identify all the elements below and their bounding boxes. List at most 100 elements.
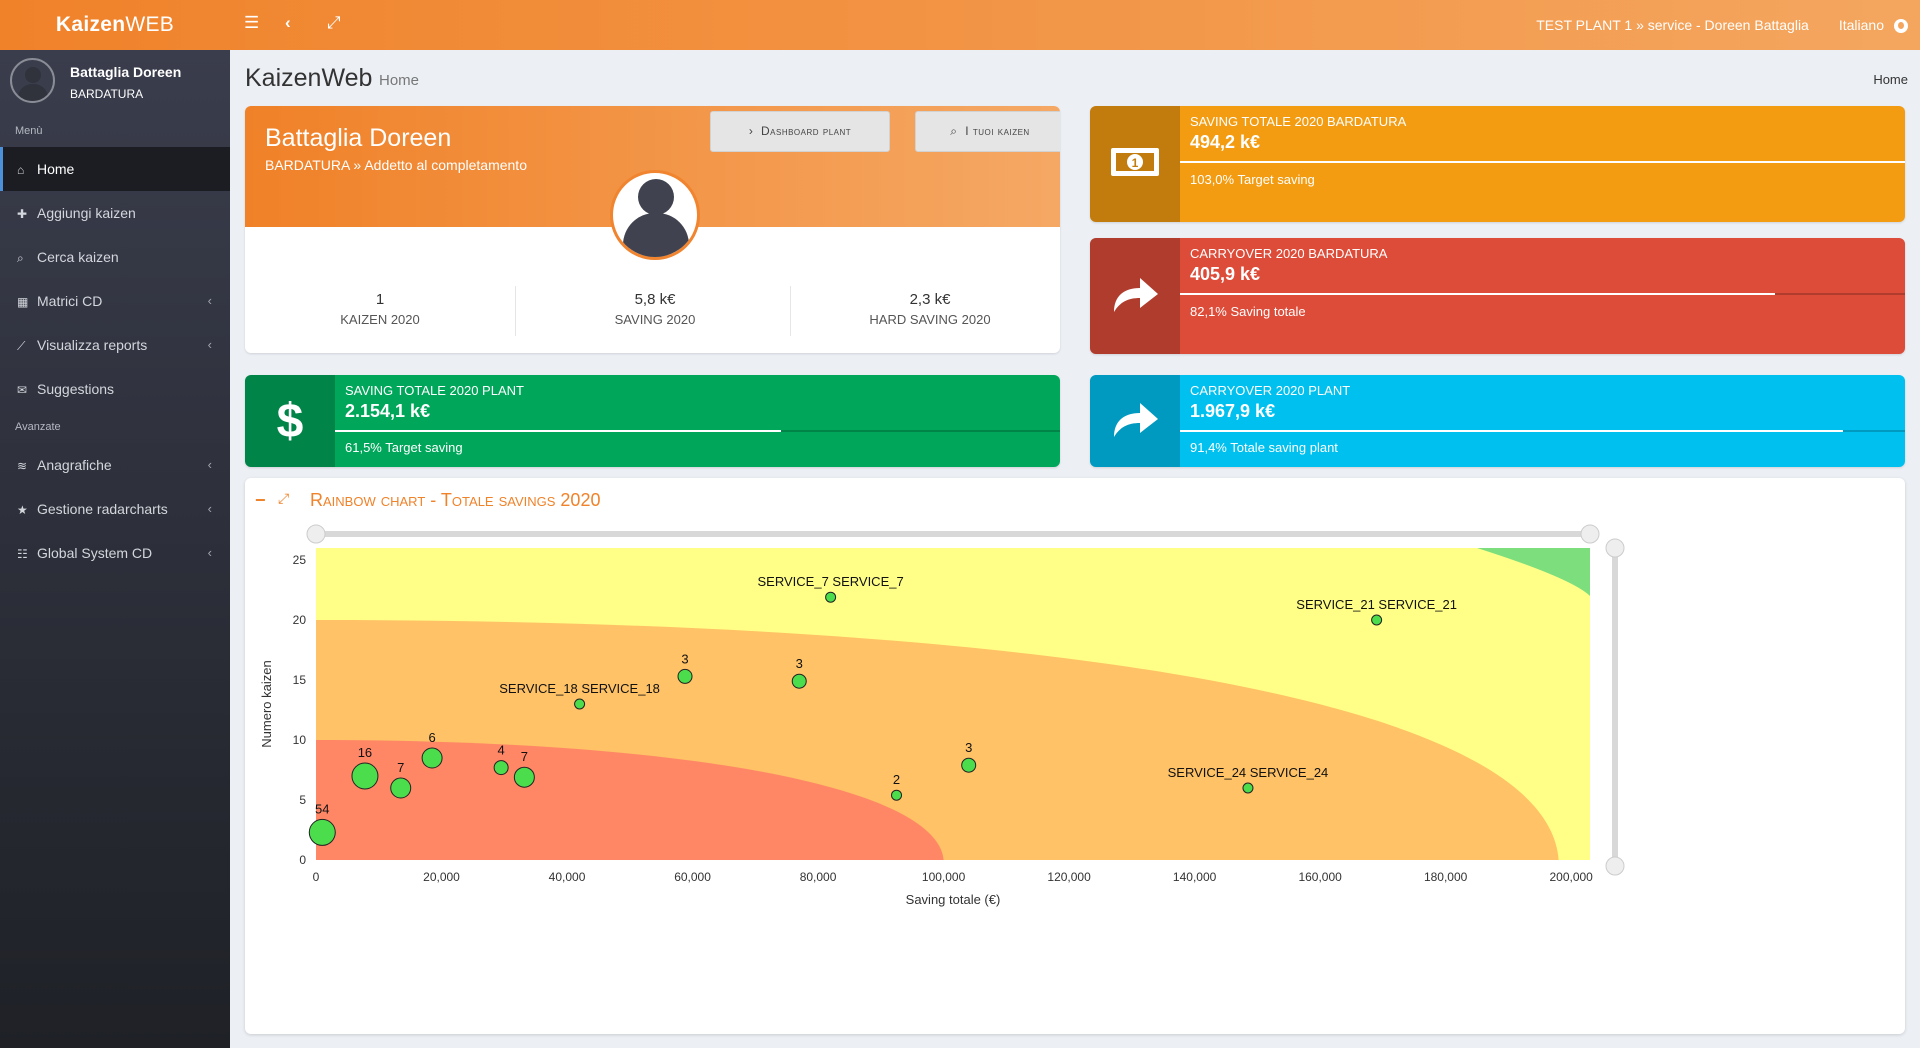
plus-icon: ✚ — [17, 207, 28, 221]
data-point-label: 2 — [893, 772, 900, 787]
sidebar-item-suggestions[interactable]: ✉ Suggestions — [0, 367, 230, 411]
x-tick-label: 160,000 — [1298, 870, 1342, 884]
section-advanced-header: Avanzate — [15, 421, 61, 433]
collapse-icon[interactable]: − — [255, 490, 266, 510]
x-range-handle-right — [1580, 524, 1600, 544]
globe-icon — [1894, 19, 1908, 34]
chevron-left-icon: ‹ — [207, 501, 212, 516]
plant-user-breadcrumb[interactable]: TEST PLANT 1 » service - Doreen Battagli… — [1536, 17, 1809, 33]
chevron-left-icon: ‹ — [207, 545, 212, 560]
app-logo[interactable]: KaizenWEB — [55, 13, 175, 36]
info-box-carryover-plant: CARRYOVER 2020 PLANT 1.967,9 k€ 91,4% To… — [1090, 375, 1905, 467]
menu-toggle-icon[interactable]: ☰ — [244, 13, 260, 32]
x-range-slider-track — [316, 531, 1590, 537]
data-point-label: 3 — [796, 656, 803, 671]
chevron-left-icon[interactable]: ‹ — [285, 13, 291, 32]
x-tick-label: 180,000 — [1424, 870, 1468, 884]
user-department: BARDATURA — [70, 87, 144, 101]
data-point — [1371, 614, 1383, 626]
x-tick-label: 120,000 — [1047, 870, 1091, 884]
home-icon: ⌂ — [17, 163, 25, 177]
data-point — [825, 591, 837, 603]
breadcrumb[interactable]: Home — [1873, 72, 1908, 87]
profile-role: BARDATURA » Addetto al completamento — [265, 157, 527, 173]
data-point — [891, 789, 903, 801]
page-title: KaizenWeb — [245, 64, 373, 92]
plot-zones — [316, 548, 1590, 860]
y-range-handle-bottom — [1605, 856, 1625, 876]
info-box-value: 2.154,1 k€ — [345, 401, 431, 421]
info-box-desc: 103,0% Target saving — [1190, 172, 1315, 187]
x-range-handle-left — [306, 524, 326, 544]
sidebar-item-global-system-cd[interactable]: ☷ Global System CD ‹ — [0, 531, 230, 575]
chevron-left-icon: ‹ — [207, 337, 212, 352]
info-box-title: SAVING TOTALE 2020 PLANT — [345, 383, 524, 398]
progress-bar — [1180, 293, 1905, 295]
dashboard-plant-button[interactable]: › Dashboard plant — [710, 111, 890, 152]
data-point — [574, 698, 586, 710]
database-icon: ≋ — [17, 459, 28, 473]
progress-bar — [335, 430, 1060, 432]
x-tick-label: 100,000 — [922, 870, 966, 884]
profile-name: Battaglia Doreen — [265, 124, 452, 152]
star-icon: ★ — [17, 503, 28, 517]
sidebar-item-cerca-kaizen[interactable]: ⌕ Cerca kaizen — [0, 235, 230, 279]
info-box-title: CARRYOVER 2020 BARDATURA — [1190, 246, 1388, 261]
info-box-saving-plant: $ SAVING TOTALE 2020 PLANT 2.154,1 k€ 61… — [245, 375, 1060, 467]
i-tuoi-kaizen-button[interactable]: ⌕ I tuoi kaizen — [915, 111, 1060, 152]
expand-icon[interactable]: ⤢ — [278, 490, 290, 506]
x-tick-label: 20,000 — [423, 870, 460, 884]
data-point — [677, 668, 693, 684]
progress-bar — [1180, 430, 1905, 432]
sliders-icon: ☷ — [17, 547, 28, 561]
search-icon: ⌕ — [950, 124, 966, 138]
info-box-saving-bardatura: 1 SAVING TOTALE 2020 BARDATURA 494,2 k€ … — [1090, 106, 1905, 222]
y-tick-label: 15 — [293, 673, 307, 687]
info-box-value: 405,9 k€ — [1190, 264, 1261, 284]
sidebar-item-home[interactable]: ⌂ Home — [0, 147, 230, 191]
sidebar-item-anagrafiche[interactable]: ≋ Anagrafiche ‹ — [0, 443, 230, 487]
data-point-label: SERVICE_21 SERVICE_21 — [1296, 597, 1457, 612]
stat-saving: 5,8 k€ SAVING 2020 — [614, 291, 696, 327]
data-point — [421, 747, 443, 769]
profile-card: Battaglia Doreen BARDATURA » Addetto al … — [245, 106, 1060, 353]
envelope-open-icon: ✉ — [17, 383, 28, 397]
x-tick-label: 80,000 — [800, 870, 837, 884]
data-point — [493, 760, 509, 776]
rainbow-chart: 0 20,000 40,000 60,000 80,000 100,000 120,000 1… — [259, 524, 1625, 907]
sidebar-item-aggiungi-kaizen[interactable]: ✚ Aggiungi kaizen — [0, 191, 230, 235]
avatar — [10, 58, 55, 103]
data-point-label: SERVICE_7 SERVICE_7 — [758, 574, 904, 589]
y-tick-label: 10 — [293, 733, 307, 747]
chevron-right-icon: › — [748, 124, 761, 138]
rainbow-chart-panel: 0 20,000 40,000 60,000 80,000 100,000 120,000 1… — [245, 478, 1905, 1034]
info-box-desc: 82,1% Saving totale — [1190, 304, 1306, 319]
info-box-title: SAVING TOTALE 2020 BARDATURA — [1190, 114, 1407, 129]
info-box-title: CARRYOVER 2020 PLANT — [1190, 383, 1351, 398]
zone-red — [316, 740, 944, 860]
share-arrow-icon — [1110, 399, 1160, 444]
share-arrow-icon — [1110, 274, 1160, 319]
info-box-desc: 91,4% Totale saving plant — [1190, 440, 1338, 455]
x-tick-label: 200,000 — [1549, 870, 1593, 884]
data-point-label: 54 — [315, 801, 329, 816]
info-box-desc: 61,5% Target saving — [345, 440, 463, 455]
data-point — [961, 757, 977, 773]
data-point — [308, 818, 336, 846]
page-subtitle: Home — [379, 72, 420, 89]
sidebar-item-matrici-cd[interactable]: ▦ Matrici CD ‹ — [0, 279, 230, 323]
main-content: KaizenWeb Home Home Battaglia Doreen BAR… — [230, 50, 1920, 1048]
y-tick-label: 0 — [299, 853, 306, 867]
sidebar-item-visualizza-reports[interactable]: ⟋ Visualizza reports ‹ — [0, 323, 230, 367]
x-tick-label: 40,000 — [549, 870, 586, 884]
x-tick-label: 60,000 — [674, 870, 711, 884]
language-selector[interactable]: Italiano — [1839, 17, 1908, 34]
x-tick-label: 0 — [313, 870, 320, 884]
sidebar-item-gestione-radarcharts[interactable]: ★ Gestione radarcharts ‹ — [0, 487, 230, 531]
expand-icon[interactable]: ⤢ — [327, 13, 341, 32]
data-point — [791, 673, 807, 689]
x-tick-label: 140,000 — [1173, 870, 1217, 884]
data-point-label: SERVICE_18 SERVICE_18 — [499, 681, 660, 696]
y-range-slider-track — [1612, 548, 1618, 866]
info-box-carryover-bardatura: CARRYOVER 2020 BARDATURA 405,9 k€ 82,1% … — [1090, 238, 1905, 354]
